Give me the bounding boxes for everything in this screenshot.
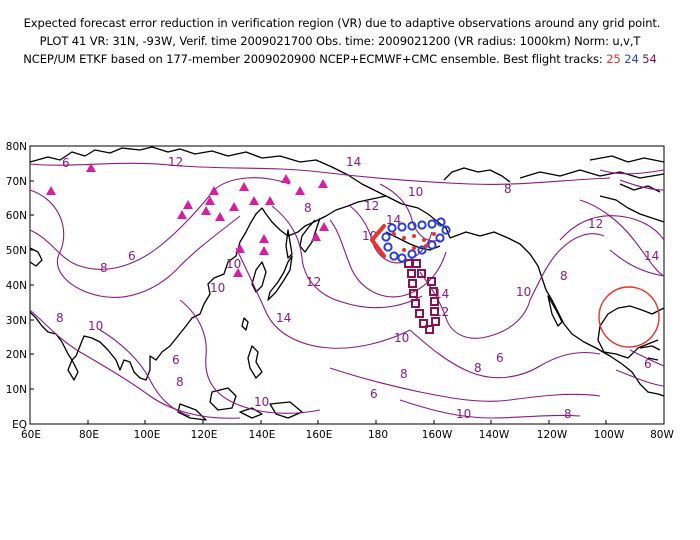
title-line-3-text: NCEP/UM ETKF based on 177-member 2009020… <box>23 52 603 66</box>
site-triangle <box>233 268 243 277</box>
site-triangle <box>209 186 219 195</box>
lat-label: 80N <box>6 141 27 153</box>
contour-label: 14 <box>386 213 401 227</box>
lon-label: 100W <box>594 429 625 441</box>
contour-label: 8 <box>100 261 108 275</box>
site-triangle <box>281 174 291 183</box>
contour-label: 10 <box>226 257 241 271</box>
flight-track-54 <box>404 259 440 334</box>
contour-label: 6 <box>62 156 70 170</box>
contour-label: 10 <box>456 407 471 421</box>
lon-label: 140W <box>479 429 510 441</box>
latitude-labels: 80N 70N 60N 50N 40N 30N 20N 10N EQ <box>6 141 27 431</box>
title-line-1: Expected forecast error reduction in ver… <box>23 16 661 30</box>
lon-label: 120E <box>191 429 218 441</box>
track-25-label: 25 <box>606 52 621 66</box>
contour-label: 14 <box>276 311 291 325</box>
track-24-label: 24 <box>624 52 639 66</box>
site-triangle <box>201 206 211 215</box>
site-triangle <box>235 244 245 253</box>
track-25-chevron <box>370 224 386 258</box>
observation-sites <box>46 163 329 277</box>
site-triangle <box>259 234 269 243</box>
contour-label: 8 <box>304 201 312 215</box>
lat-label: 40N <box>6 280 27 292</box>
lon-label: 100E <box>134 429 161 441</box>
lon-label: 160W <box>422 429 453 441</box>
axis-ticks <box>29 145 665 425</box>
contour-label: 8 <box>400 367 408 381</box>
lat-label: 30N <box>6 315 27 327</box>
contour-label: 6 <box>496 351 504 365</box>
contour-label: 10 <box>88 319 103 333</box>
lat-label: 60N <box>6 210 27 222</box>
contour-label: 10 <box>254 395 269 409</box>
lat-label: 70N <box>6 176 27 188</box>
map-frame <box>29 145 665 425</box>
site-triangle <box>229 202 239 211</box>
lat-label: EQ <box>12 419 27 431</box>
site-triangle <box>319 222 329 231</box>
contour-label: 12 <box>306 275 321 289</box>
site-triangle <box>205 196 215 205</box>
contour-label: 12 <box>588 217 603 231</box>
site-triangle <box>239 182 249 191</box>
contour-label: 8 <box>560 269 568 283</box>
contour-label: 6 <box>644 357 652 371</box>
site-triangle <box>215 212 225 221</box>
site-triangle <box>265 196 275 205</box>
lon-label: 80W <box>650 429 674 441</box>
site-triangle <box>46 186 56 195</box>
contour-label: 6 <box>370 387 378 401</box>
lon-label: 140E <box>249 429 276 441</box>
site-triangle <box>318 179 328 188</box>
site-triangle <box>183 200 193 209</box>
site-triangle <box>249 196 259 205</box>
lon-label: 180 <box>368 429 388 441</box>
contour-label: 10 <box>394 331 409 345</box>
lat-label: 50N <box>6 245 27 257</box>
lon-label: 60E <box>21 429 41 441</box>
contour-label: 14 <box>644 249 659 263</box>
contour-label: 14 <box>346 155 361 169</box>
contour-label: 12 <box>364 199 379 213</box>
contour-label: 8 <box>564 407 572 421</box>
contour-label: 6 <box>128 249 136 263</box>
contour-labels: 6 8 10 12 14 10 8 6 8 10 12 14 10 8 6 8 … <box>56 155 659 421</box>
lat-label: 20N <box>6 349 27 361</box>
contour-label: 10 <box>516 285 531 299</box>
site-triangle <box>295 186 305 195</box>
verification-region-circle <box>598 286 660 348</box>
flight-track-24 <box>381 217 451 263</box>
longitude-labels: 60E 80E 100E 120E 140E 160E 180 160W 140… <box>21 429 674 441</box>
lon-label: 120W <box>537 429 568 441</box>
flight-track-25 <box>370 224 436 258</box>
contour-label: 8 <box>176 375 184 389</box>
lon-label: 160E <box>306 429 333 441</box>
site-triangle <box>311 232 321 241</box>
contour-label: 8 <box>504 182 512 196</box>
site-triangle <box>177 210 187 219</box>
site-triangle <box>86 163 96 172</box>
lon-label: 80E <box>79 429 99 441</box>
coastlines <box>29 146 665 421</box>
track-54-label: 54 <box>642 52 657 66</box>
contour-label: 8 <box>56 311 64 325</box>
contour-label: 10 <box>408 185 423 199</box>
title-line-2: PLOT 41 VR: 31N, -93W, Verif. time 20090… <box>39 34 641 48</box>
site-triangle <box>259 246 269 255</box>
contour-label: 6 <box>172 353 180 367</box>
contour-label: 8 <box>474 361 482 375</box>
contour-lines <box>29 162 665 419</box>
title-line-3: NCEP/UM ETKF based on 177-member 2009020… <box>0 52 690 66</box>
lat-label: 10N <box>6 384 27 396</box>
contour-label: 12 <box>168 155 183 169</box>
contour-label: 10 <box>210 281 225 295</box>
